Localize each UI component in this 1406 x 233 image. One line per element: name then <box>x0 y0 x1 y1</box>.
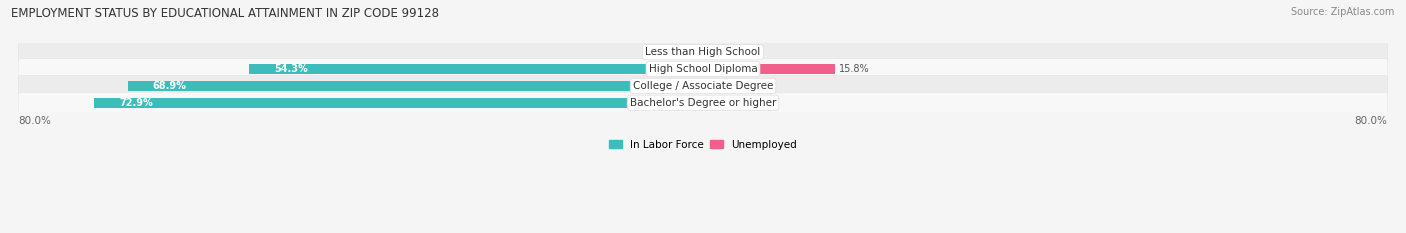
FancyBboxPatch shape <box>18 59 1388 79</box>
Text: Source: ZipAtlas.com: Source: ZipAtlas.com <box>1291 7 1395 17</box>
FancyBboxPatch shape <box>18 42 1388 63</box>
Bar <box>249 64 703 74</box>
Legend: In Labor Force, Unemployed: In Labor Force, Unemployed <box>609 140 797 150</box>
Text: Less than High School: Less than High School <box>645 47 761 57</box>
Text: 0.0%: 0.0% <box>724 98 748 108</box>
Text: 15.8%: 15.8% <box>839 64 870 74</box>
Bar <box>128 81 703 91</box>
Text: High School Diploma: High School Diploma <box>648 64 758 74</box>
Text: Bachelor's Degree or higher: Bachelor's Degree or higher <box>630 98 776 108</box>
Bar <box>703 64 835 74</box>
Bar <box>703 98 720 108</box>
Text: 68.9%: 68.9% <box>153 81 187 91</box>
Text: 54.3%: 54.3% <box>274 64 308 74</box>
Bar <box>703 81 720 91</box>
Text: 0.0%: 0.0% <box>724 47 748 57</box>
Text: 72.9%: 72.9% <box>120 98 153 108</box>
Text: 0.0%: 0.0% <box>724 81 748 91</box>
Bar <box>686 47 703 57</box>
Text: 0.0%: 0.0% <box>658 47 682 57</box>
Bar <box>703 47 720 57</box>
Text: EMPLOYMENT STATUS BY EDUCATIONAL ATTAINMENT IN ZIP CODE 99128: EMPLOYMENT STATUS BY EDUCATIONAL ATTAINM… <box>11 7 439 20</box>
Bar <box>94 98 703 108</box>
FancyBboxPatch shape <box>18 75 1388 96</box>
FancyBboxPatch shape <box>18 92 1388 113</box>
Text: College / Associate Degree: College / Associate Degree <box>633 81 773 91</box>
